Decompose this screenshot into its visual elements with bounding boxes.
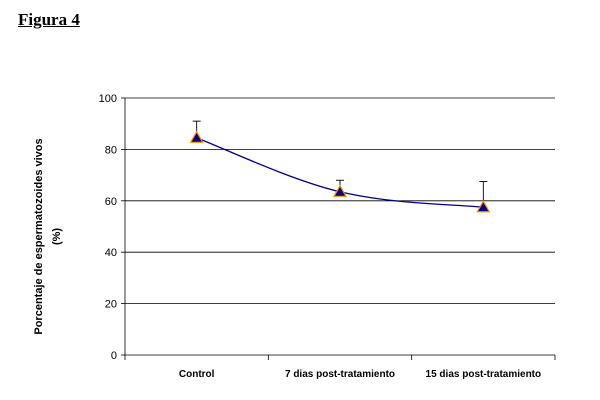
data-point-marker — [476, 200, 491, 213]
x-category-label: Control — [179, 369, 215, 380]
y-tick-labels: 0 20 40 60 80 100 — [99, 93, 117, 362]
gridlines — [125, 97, 555, 305]
x-category-label: 7 dias post-tratamiento — [285, 369, 395, 380]
x-category-label: 15 dias post-tratamiento — [426, 369, 542, 380]
y-tick-label: 20 — [105, 299, 117, 311]
y-tick-label: 60 — [105, 196, 117, 208]
y-axis-title-line1: Porcentaje de espermatozoides vivos — [33, 138, 45, 334]
y-tick-label: 40 — [105, 247, 117, 259]
data-markers — [189, 130, 491, 213]
y-tick-label: 0 — [111, 350, 117, 362]
axes — [121, 97, 556, 360]
y-axis-title-group: Porcentaje de espermatozoides vivos (%) — [33, 138, 63, 334]
y-tick-label: 100 — [99, 93, 117, 105]
data-point-marker — [332, 184, 348, 197]
y-tick-label: 80 — [105, 144, 117, 156]
x-category-labels: Control 7 dias post-tratamiento 15 dias po… — [179, 369, 541, 380]
figure-label: Figura 4 — [18, 10, 80, 29]
data-point-marker — [189, 130, 204, 143]
y-axis-title: Porcentaje de espermatozoides vivos (%) — [33, 138, 63, 334]
y-axis-title-line2: (%) — [51, 228, 63, 245]
